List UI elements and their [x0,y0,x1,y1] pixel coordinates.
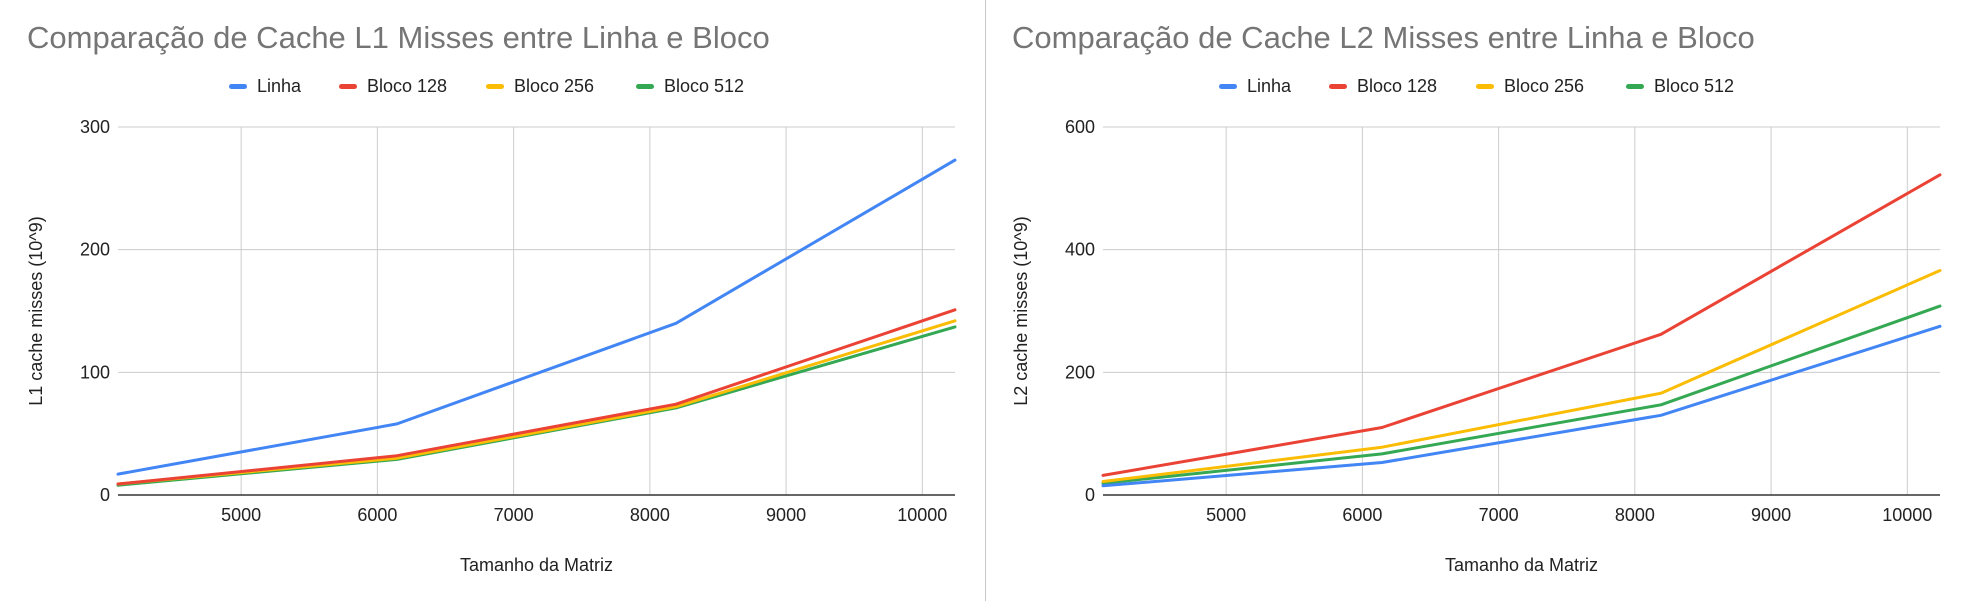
series-line-bloco-512[interactable] [116,325,957,487]
y-tick-label: 600 [1065,117,1095,137]
x-tick-label: 8000 [630,505,670,525]
legend-label: Bloco 128 [367,76,448,96]
x-tick-label: 7000 [494,505,534,525]
series-line-bloco-256[interactable] [116,319,957,486]
legend-swatch [1219,84,1237,89]
x-tick-label: 10000 [897,505,947,525]
chart-panel-l2: Comparação de Cache L2 Misses entre Linh… [985,0,1970,601]
series-line-linha[interactable] [1101,324,1942,488]
legend-swatch [1329,84,1347,89]
x-tick-label: 8000 [1615,505,1655,525]
x-tick-label: 5000 [221,505,261,525]
line-chart-l1: 5000 6000 7000 8000 9000 10000 0 100 200 300 Taman… [26,117,957,575]
legend-swatch [339,84,357,89]
legend-swatch [229,84,247,89]
legend-swatch [1476,84,1494,89]
x-tick-label: 6000 [1342,505,1382,525]
legend-label: Linha [257,76,302,96]
legend-swatch [1626,84,1644,89]
y-tick-label: 100 [80,362,110,382]
legend-label: Bloco 256 [1504,76,1585,96]
legend-label: Bloco 128 [1357,76,1438,96]
chart-panel-l1: Comparação de Cache L1 Misses entre Linh… [0,20,985,575]
y-axis-label: L1 cache misses (10^9) [26,216,46,406]
y-tick-label: 0 [1085,485,1095,505]
y-tick-label: 200 [1065,362,1095,382]
chart-legend: Linha Bloco 128 Bloco 256 Bloco 512 [985,74,1970,98]
x-axis-label: Tamanho da Matriz [1445,555,1598,575]
y-axis-label: L2 cache misses (10^9) [1011,216,1031,406]
chart-legend: Linha Bloco 128 Bloco 256 Bloco 512 [0,74,985,98]
y-tick-label: 200 [80,240,110,260]
series-line-bloco-512[interactable] [1101,304,1942,485]
x-axis-label: Tamanho da Matriz [460,555,613,575]
legend-label: Bloco 512 [1654,76,1735,96]
series-line-bloco-128[interactable] [116,308,957,486]
x-tick-label: 6000 [357,505,397,525]
x-tick-label: 10000 [1882,505,1932,525]
series-line-linha[interactable] [116,158,957,476]
chart-title: Comparação de Cache L2 Misses entre Linh… [1012,20,1755,55]
series-line-bloco-128[interactable] [1101,173,1942,477]
y-tick-label: 400 [1065,240,1095,260]
x-tick-label: 9000 [1751,505,1791,525]
x-tick-label: 9000 [766,505,806,525]
y-tick-label: 0 [100,485,110,505]
series-line-bloco-256[interactable] [1101,269,1942,483]
x-tick-label: 7000 [1479,505,1519,525]
legend-label: Linha [1247,76,1292,96]
y-tick-label: 300 [80,117,110,137]
legend-label: Bloco 256 [514,76,595,96]
chart-title: Comparação de Cache L1 Misses entre Linh… [27,20,770,55]
panel-divider [985,0,986,601]
legend-swatch [636,84,654,89]
line-chart-l2: 5000 6000 7000 8000 9000 10000 0 200 400 600 Taman… [1011,117,1942,575]
legend-swatch [486,84,504,89]
x-tick-label: 5000 [1206,505,1246,525]
legend-label: Bloco 512 [664,76,745,96]
